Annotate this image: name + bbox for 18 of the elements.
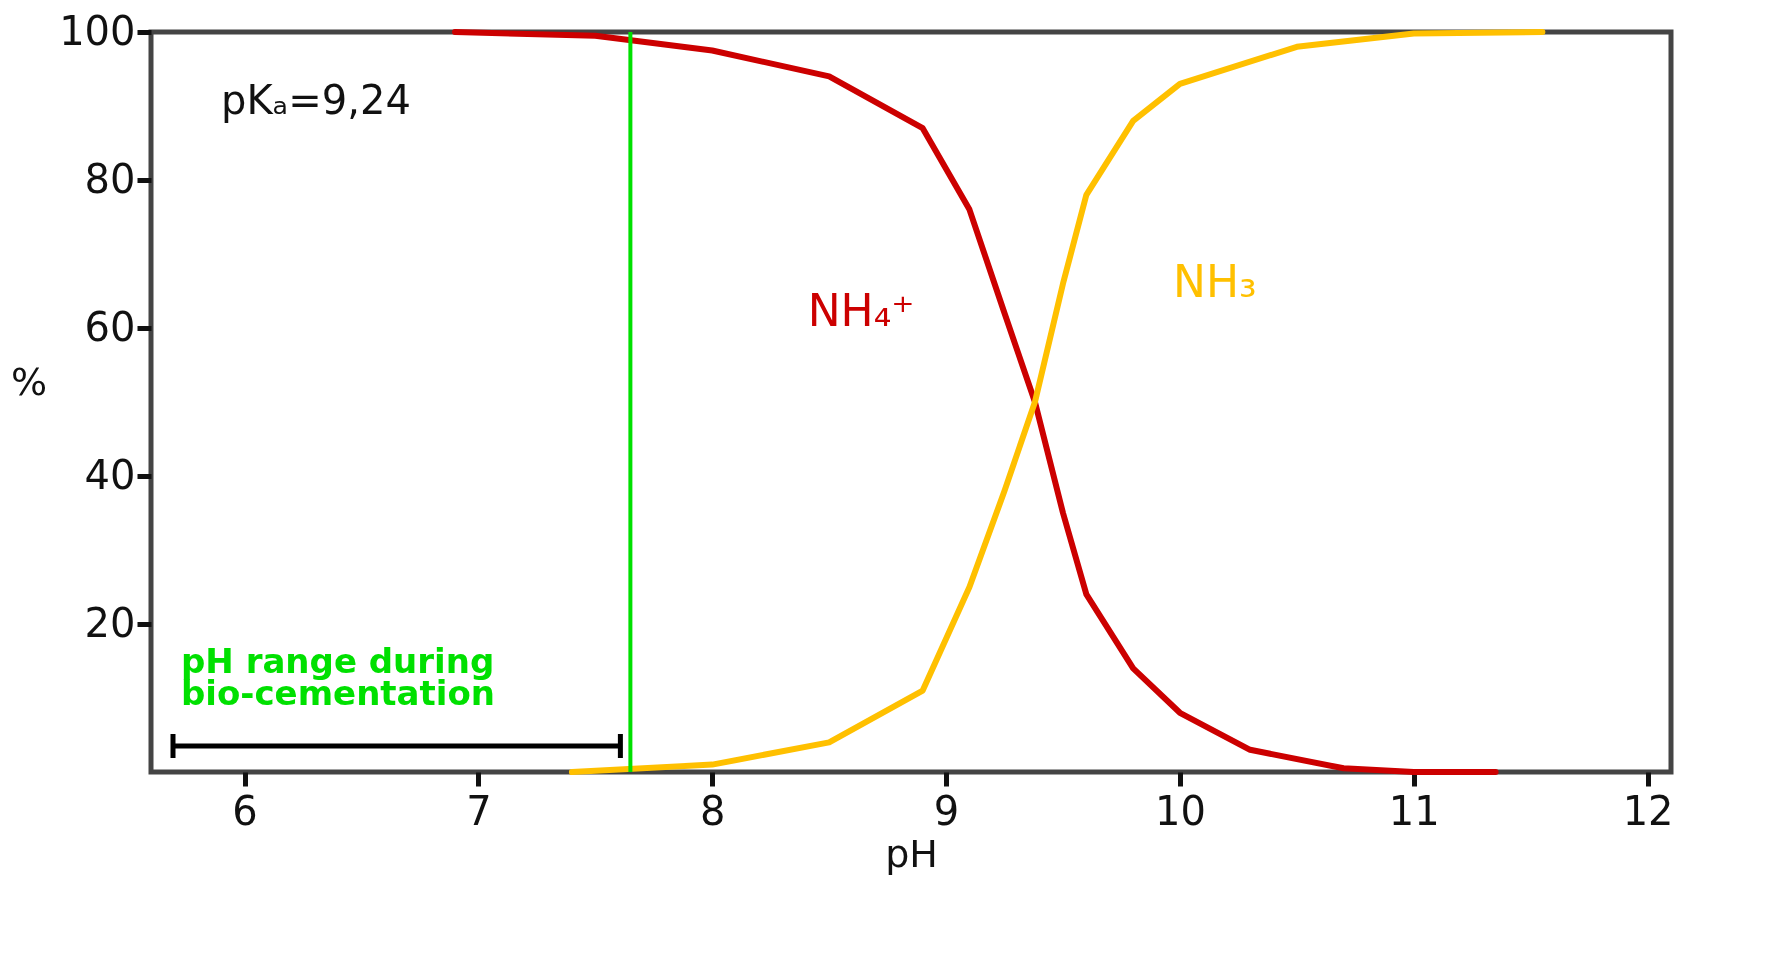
annotation: pKₐ=9,24: [221, 77, 411, 123]
y-tick-label: 40: [84, 451, 136, 498]
x-tick-label: 12: [1622, 787, 1674, 834]
x-axis-title: pH: [885, 831, 938, 876]
y-tick-label: 60: [84, 303, 136, 350]
x-tick-label: 9: [933, 787, 960, 834]
x-tick-label: 11: [1388, 787, 1440, 834]
y-tick-label: 100: [59, 7, 136, 54]
x-tick-label: 6: [232, 787, 258, 834]
text: NH₃: [1173, 255, 1257, 307]
y-axis-title: %: [11, 359, 48, 404]
x-tick-label: 7: [466, 787, 492, 834]
series-label: NH₄⁺: [807, 285, 915, 337]
x-tick-label: 8: [700, 787, 726, 834]
y-tick-label: 80: [84, 155, 136, 202]
x-tick-label: 10: [1154, 787, 1206, 834]
ref-line-label: pH range during bio-cementation: [181, 641, 496, 713]
y-tick-label: 20: [84, 599, 136, 646]
